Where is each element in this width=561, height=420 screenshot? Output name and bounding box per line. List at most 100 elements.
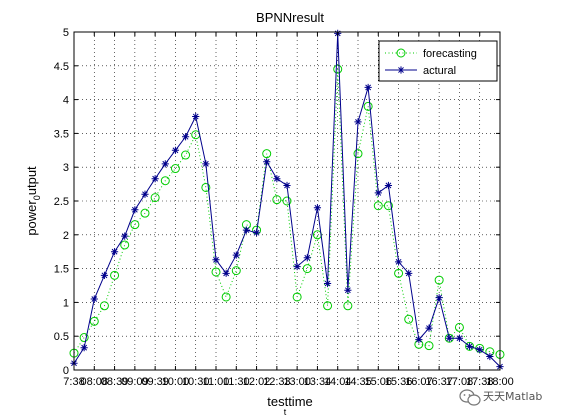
data-point-forecasting — [323, 301, 333, 311]
data-point-actural — [171, 146, 180, 154]
svg-text:power0utput: power0utput — [24, 166, 42, 236]
data-point-actural — [80, 344, 88, 352]
data-point-actural — [90, 295, 98, 303]
data-point-forecasting — [302, 264, 312, 274]
watermark: 天天Matlab — [459, 389, 542, 406]
x-tick-label: 08:39 — [101, 376, 129, 388]
x-tick-label: 13:00 — [283, 376, 311, 388]
data-point-forecasting — [262, 149, 272, 159]
data-point-forecasting — [353, 149, 363, 159]
legend-label: forecasting — [423, 48, 477, 60]
x-tick-label: 08:08 — [81, 376, 109, 388]
grid — [74, 32, 500, 370]
legend: forecasting actural — [378, 40, 498, 82]
watermark-text: 天天Matlab — [483, 390, 542, 403]
data-point-actural — [415, 335, 423, 344]
legend-entry-actural: actural — [385, 65, 456, 77]
data-point-actural — [202, 160, 210, 168]
data-point-actural — [384, 181, 393, 190]
data-point-forecasting — [120, 240, 130, 250]
wechat-icon — [459, 389, 481, 406]
data-point-actural — [364, 83, 372, 92]
x-tick-label: 10:00 — [162, 376, 190, 388]
data-point-forecasting — [160, 176, 170, 186]
data-point-actural — [283, 181, 291, 190]
data-point-actural — [465, 342, 474, 350]
ticks — [73, 31, 501, 371]
data-point-actural — [394, 258, 403, 266]
x-axis-label: testtime t — [267, 394, 313, 417]
data-point-forecasting — [363, 101, 373, 111]
data-point-actural — [303, 254, 311, 262]
data-point-forecasting — [282, 196, 292, 206]
data-point-actural — [425, 324, 433, 332]
data-point-forecasting — [221, 292, 231, 302]
data-point-actural — [192, 112, 200, 121]
x-tick-label: 14:35 — [344, 376, 372, 388]
x-tick-label: 18:00 — [486, 376, 514, 388]
data-point-forecasting — [79, 333, 89, 343]
series-layer — [69, 29, 505, 371]
svg-text:testtime: testtime — [267, 394, 313, 409]
data-point-forecasting — [292, 292, 302, 302]
data-point-forecasting — [170, 164, 180, 174]
x-tick-labels: 7:3808:0808:3909:0909:3910:0010:3011:001… — [63, 376, 513, 388]
y-tick-labels: 0 0.5 1 1.5 2 2.5 3 3.5 4 4.5 5 — [54, 27, 69, 377]
data-point-forecasting — [343, 301, 353, 311]
data-point-actural — [151, 175, 159, 183]
x-tick-label: 17:38 — [466, 376, 494, 388]
y-tick-label: 4 — [63, 95, 69, 107]
data-point-actural — [161, 160, 169, 168]
data-point-actural — [455, 334, 464, 342]
data-point-forecasting — [465, 341, 475, 351]
chart-title: BPNNresult — [256, 10, 324, 25]
legend-box — [378, 40, 498, 82]
data-point-actural — [435, 294, 443, 302]
data-point-actural — [263, 158, 271, 166]
data-point-forecasting — [140, 208, 150, 218]
data-point-forecasting — [333, 64, 343, 74]
data-point-actural — [323, 279, 332, 288]
x-tick-label: 13:34 — [304, 376, 332, 388]
series-actural — [70, 29, 504, 371]
y-tick-label: 3.5 — [54, 128, 69, 140]
data-point-forecasting — [272, 195, 282, 205]
data-point-actural — [273, 175, 281, 183]
x-axis-label-text: testtime — [267, 394, 313, 409]
y-tick-label: 2 — [63, 230, 69, 242]
series-forecasting — [69, 64, 505, 359]
legend-marker — [397, 66, 405, 74]
data-point-forecasting — [99, 301, 109, 311]
y-tick-label: 4.5 — [54, 61, 69, 73]
y-axis-label-part2: utput — [24, 166, 39, 195]
x-tick-label: 09:09 — [121, 376, 149, 388]
x-tick-label: 7:38 — [63, 376, 84, 388]
x-tick-label: 11:30 — [223, 376, 250, 388]
data-point-forecasting — [434, 275, 444, 285]
series-line-actural — [73, 33, 501, 367]
y-tick-label: 0 — [63, 365, 69, 377]
x-tick-label: 14:04 — [324, 376, 352, 388]
data-point-actural — [121, 232, 129, 240]
data-point-actural — [252, 229, 261, 237]
y-tick-label: 5 — [63, 27, 69, 39]
data-point-actural — [110, 248, 119, 256]
x-tick-label: 12:33 — [263, 376, 291, 388]
x-tick-label: 17:08 — [446, 376, 474, 388]
y-tick-label: 0.5 — [54, 331, 69, 343]
data-point-actural — [374, 189, 382, 197]
x-tick-label: 12:02 — [243, 376, 271, 388]
data-point-actural — [445, 334, 453, 342]
legend-label: actural — [423, 65, 456, 77]
legend-marker — [396, 48, 406, 58]
data-point-forecasting — [404, 314, 414, 324]
series-line-forecasting — [73, 69, 501, 355]
data-point-forecasting — [201, 182, 211, 192]
data-point-actural — [222, 269, 230, 277]
data-point-forecasting — [89, 316, 99, 326]
x-tick-label: 10:30 — [182, 376, 210, 388]
data-point-actural — [100, 271, 109, 279]
x-tick-label: 11:00 — [203, 376, 230, 388]
data-point-actural — [141, 190, 149, 198]
